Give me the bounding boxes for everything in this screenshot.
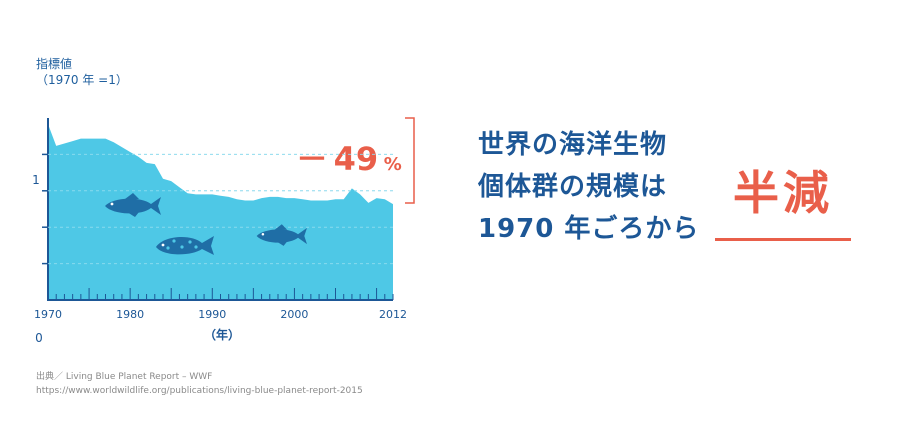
x-tick-label-1970: 1970: [34, 308, 62, 321]
decline-value: 49: [334, 140, 379, 178]
x-tick-label-1980: 1980: [116, 308, 144, 321]
area-series: [48, 124, 393, 300]
fish-icon-1-body: [105, 197, 161, 215]
fish-icon-2-eye: [261, 232, 265, 236]
fish-icon-3-spot-1: [180, 245, 184, 249]
zero-label: 0: [35, 331, 43, 345]
x-tick-label-2000: 2000: [280, 308, 308, 321]
x-tick-label-2012: 2012: [379, 308, 407, 321]
y-tick-label-1: 1: [32, 173, 40, 187]
decline-bracket: [405, 117, 415, 204]
source-credit: 出典／ Living Blue Planet Report – WWF: [36, 372, 213, 382]
emphasis-underline: [715, 238, 851, 241]
x-axis-tick-labels: 1970 1980 1990 2000 2012: [34, 308, 407, 321]
fish-icon-3-eye: [161, 243, 165, 247]
fish-icon-2-body: [256, 227, 307, 245]
fish-icon-2: [256, 224, 307, 246]
fish-icon-3-spot-2: [188, 240, 192, 244]
fish-icon-3-spot-0: [172, 239, 176, 243]
y-axis-title: 指標値: [36, 57, 73, 71]
y-axis-ticks: [42, 153, 48, 265]
decline-unit: %: [384, 154, 402, 175]
x-axis-label: （年）: [204, 327, 240, 342]
x-tick-label-1990: 1990: [198, 308, 226, 321]
headline-emphasis: 半減: [733, 166, 833, 220]
fish-icon-1-fin-bottom: [127, 212, 139, 217]
fish-icon-3-spot-4: [194, 245, 198, 249]
fish-icon-1: [105, 193, 161, 217]
source-url: https://www.worldwildlife.org/publicatio…: [36, 386, 363, 396]
fish-illustrations: [105, 193, 307, 255]
y-axis-unit: （1970 年 =1）: [36, 73, 128, 87]
headline-line-1: 世界の海洋生物: [478, 130, 668, 160]
fish-icon-3-spot-3: [166, 246, 170, 250]
headline-line-2: 個体群の規模は: [478, 172, 668, 202]
fish-icon-3: [156, 236, 214, 255]
fish-icon-1-fin-top: [125, 193, 139, 199]
x-axis-ticks: [47, 288, 394, 300]
decline-prefix: －: [296, 140, 328, 178]
fish-icon-2-fin-top: [274, 224, 288, 230]
fish-icon-3-body: [156, 236, 214, 255]
fish-icon-2-fin-bottom: [276, 241, 288, 246]
fish-icon-1-eye: [110, 202, 114, 206]
decline-annotation: － 49 %: [296, 140, 402, 178]
headline-line-3: 1970 年ごろから: [478, 214, 700, 244]
